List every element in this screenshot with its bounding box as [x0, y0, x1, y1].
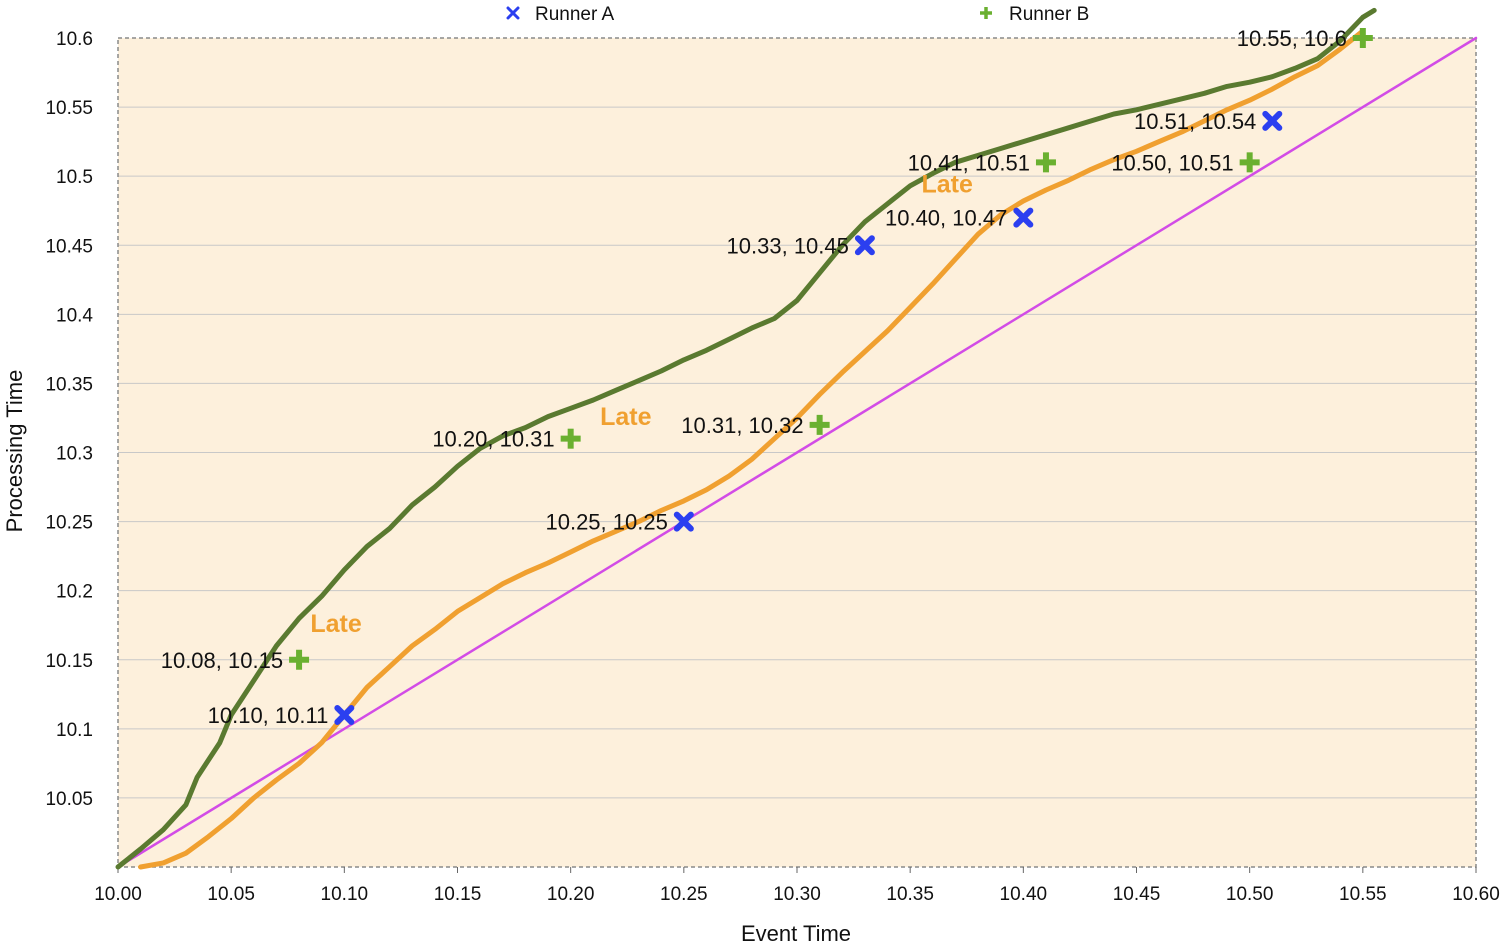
point-label: 10.51, 10.54: [1134, 109, 1256, 134]
x-tick-label: 10.45: [1113, 884, 1161, 905]
y-tick-label: 10.4: [56, 305, 93, 326]
point-label: 10.25, 10.25: [545, 510, 667, 535]
point-label: 10.10, 10.11: [208, 703, 329, 728]
point-label: 10.31, 10.32: [681, 413, 803, 438]
y-tick-label: 10.55: [45, 98, 93, 119]
y-axis-ticks: 10.05 10.1 10.15 10.2 10.25 10.3 10.35 10.4 10.4…: [45, 29, 93, 810]
y-tick-label: 10.15: [45, 651, 93, 672]
x-tick-label: 10.50: [1226, 884, 1274, 905]
y-tick-label: 10.25: [45, 513, 93, 534]
point-label: 10.55, 10.6: [1237, 26, 1347, 51]
point-label: 10.50, 10.51: [1111, 150, 1233, 175]
x-tick-label: 10.20: [547, 884, 595, 905]
y-tick-label: 10.35: [45, 374, 93, 395]
x-tick-label: 10.30: [773, 884, 821, 905]
runner-b-curve: [115, 7, 1377, 870]
x-tick-label: 10.10: [321, 884, 369, 905]
x-tick-label: 10.25: [660, 884, 708, 905]
x-axis-title: Event Time: [741, 921, 851, 946]
point-marker-plus: [289, 649, 310, 670]
point-label: 10.33, 10.45: [727, 233, 849, 258]
point-marker-x: [1013, 207, 1034, 228]
legend-label: Runner B: [1009, 4, 1089, 25]
point-label: 10.41, 10.51: [908, 150, 1030, 175]
y-tick-label: 10.2: [56, 582, 93, 603]
late-annotation: Late: [921, 171, 973, 199]
point-marker-plus: [1352, 28, 1373, 48]
x-tick-label: 10.35: [886, 884, 934, 905]
x-tick-label: 10.00: [94, 884, 142, 905]
point-marker-plus: [1239, 152, 1260, 173]
point-marker-x: [854, 235, 875, 256]
point-marker-plus: [560, 428, 581, 449]
legend-label: Runner A: [535, 4, 615, 25]
point-label: 10.40, 10.47: [885, 206, 1007, 231]
point-marker-plus: [980, 7, 992, 19]
late-annotation: Late: [600, 403, 652, 431]
diagonal-line: [116, 36, 1478, 869]
point-marker-x: [506, 6, 520, 20]
point-label: 10.08, 10.15: [161, 648, 283, 673]
y-tick-label: 10.1: [56, 720, 93, 741]
y-axis-title: Processing Time: [2, 370, 27, 533]
point-marker-plus: [1035, 152, 1056, 173]
data-points: 10.10, 10.11 10.25, 10.25 10.33, 10.45 10.4…: [161, 26, 1373, 728]
point-marker-x: [1262, 110, 1283, 131]
legend: Runner A Runner B: [506, 4, 1089, 25]
point-label: 10.20, 10.31: [432, 427, 554, 452]
x-tick-label: 10.15: [434, 884, 482, 905]
x-axis-ticks: 10.00 10.05 10.10 10.15 10.20 10.25 10.30 10.35…: [94, 867, 1500, 905]
y-tick-label: 10.05: [45, 789, 93, 810]
x-tick-label: 10.05: [207, 884, 255, 905]
point-marker-x: [334, 705, 355, 726]
point-marker-plus: [809, 414, 830, 435]
late-annotation: Late: [310, 610, 362, 638]
x-tick-label: 10.60: [1452, 884, 1500, 905]
y-tick-label: 10.5: [56, 167, 93, 188]
y-tick-label: 10.3: [56, 444, 93, 465]
x-tick-label: 10.55: [1339, 884, 1387, 905]
annotations: Late Late Late: [310, 171, 973, 638]
y-tick-label: 10.45: [45, 236, 93, 257]
y-tick-label: 10.6: [56, 29, 93, 50]
x-tick-label: 10.40: [1000, 884, 1048, 905]
point-marker-x: [673, 511, 694, 532]
